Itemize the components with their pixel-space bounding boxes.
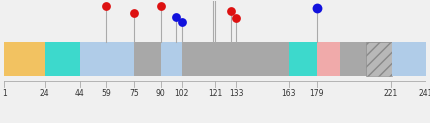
Bar (392, 42, 426, 76)
Bar (366, 42, 392, 76)
Text: 179: 179 (310, 89, 324, 98)
Text: 163: 163 (282, 89, 296, 98)
Text: 24: 24 (40, 89, 49, 98)
Point (173, 16, 180, 18)
Bar (317, 42, 340, 76)
Bar (106, 42, 134, 76)
Text: 133: 133 (229, 89, 243, 98)
Point (233, 17, 240, 19)
Text: 75: 75 (129, 89, 139, 98)
Bar (160, 42, 181, 76)
Bar (4, 42, 426, 76)
Text: 221: 221 (384, 89, 398, 98)
Text: 59: 59 (101, 89, 111, 98)
Point (178, 21, 185, 23)
Text: 102: 102 (175, 89, 189, 98)
Text: 44: 44 (75, 89, 85, 98)
Point (313, 8, 320, 9)
Bar (4, 42, 45, 76)
Bar (289, 42, 317, 76)
Text: 1: 1 (2, 89, 7, 98)
Bar (45, 42, 80, 76)
Point (103, 5, 110, 7)
Point (131, 12, 138, 14)
Text: 90: 90 (156, 89, 166, 98)
Point (227, 10, 234, 12)
Text: 121: 121 (208, 89, 222, 98)
Text: 241: 241 (418, 89, 430, 98)
Point (157, 5, 164, 7)
Bar (80, 42, 106, 76)
